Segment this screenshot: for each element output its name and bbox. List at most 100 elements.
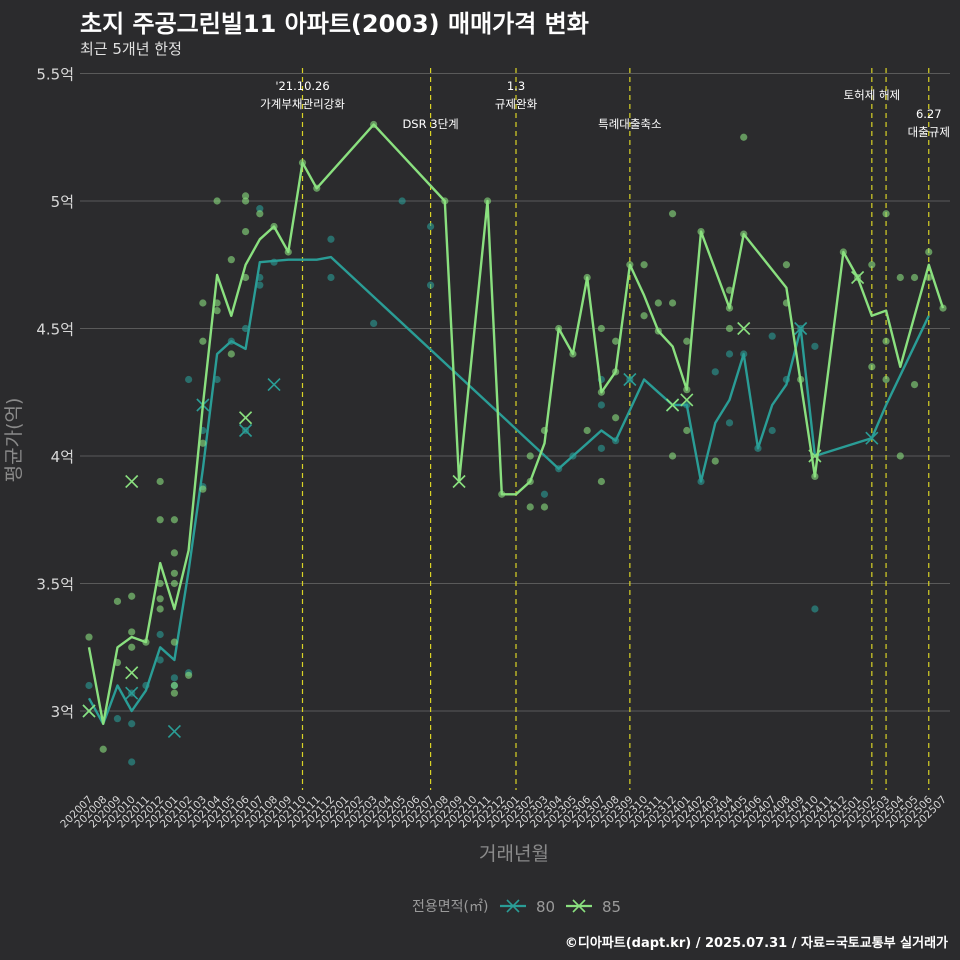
grid-lines — [80, 73, 950, 712]
cross-stroke — [623, 372, 637, 387]
data-point — [170, 569, 178, 577]
data-point — [156, 595, 164, 603]
cross-stroke — [125, 474, 139, 489]
data-point — [128, 592, 136, 600]
data-point — [811, 342, 819, 350]
data-point — [128, 628, 136, 636]
cross-stroke — [125, 666, 139, 680]
legend-label: 85 — [602, 898, 621, 916]
event-label: 가계부채관리강화 — [260, 97, 345, 111]
event-label: DSR 3단계 — [402, 117, 458, 131]
cross-stroke — [167, 724, 181, 738]
cross-point — [865, 431, 879, 445]
y-axis: 3억 3.5억 4억 4.5억 5억 5.5억 — [36, 66, 74, 722]
data-point — [540, 503, 549, 511]
cross-stroke — [737, 321, 751, 336]
y-tick-label: 3억 — [51, 703, 74, 721]
data-point — [256, 210, 264, 218]
cross-point — [125, 666, 139, 680]
cross-point — [239, 411, 253, 425]
legend-label: 80 — [536, 898, 555, 916]
data-point — [711, 368, 719, 376]
data-point — [868, 261, 876, 269]
data-point — [85, 633, 93, 641]
data-point — [156, 656, 164, 664]
data-point — [170, 689, 178, 697]
data-point — [156, 630, 164, 639]
cross-point — [623, 372, 637, 387]
data-point — [427, 281, 435, 289]
data-point — [925, 248, 933, 256]
legend-key-85 — [566, 899, 592, 913]
cross-point — [794, 321, 808, 336]
data-point — [540, 490, 549, 498]
data-point — [256, 281, 264, 289]
data-point — [725, 350, 734, 358]
data-point — [327, 273, 335, 282]
data-point — [612, 414, 620, 422]
data-point — [597, 401, 606, 409]
data-point — [868, 363, 876, 371]
data-point — [156, 579, 164, 588]
cross-stroke — [452, 474, 466, 489]
data-point — [640, 312, 648, 320]
cross-point — [666, 398, 680, 412]
data-point — [725, 286, 734, 294]
data-point — [668, 210, 677, 218]
data-point — [683, 426, 691, 435]
chart-title: 초지 주공그린빌11 아파트(2003) 매매가격 변화 — [80, 10, 589, 38]
event-label: 특례대출축소 — [598, 117, 661, 131]
data-point — [597, 324, 606, 333]
data-point — [597, 477, 606, 486]
cross-stroke — [666, 398, 680, 412]
data-point — [128, 758, 136, 766]
data-point — [85, 681, 93, 690]
cross-stroke — [267, 378, 281, 392]
data-point — [256, 205, 264, 213]
series-80 — [82, 197, 930, 766]
event-label: 6.27 — [916, 107, 942, 121]
data-point — [668, 452, 677, 460]
data-point — [170, 579, 178, 588]
cross-point — [737, 321, 751, 336]
data-point — [170, 516, 178, 524]
cross-point — [167, 724, 181, 738]
data-point — [199, 439, 207, 447]
data-point — [156, 605, 164, 613]
y-tick-label: 5억 — [51, 193, 74, 211]
data-point — [526, 452, 534, 460]
data-point — [170, 674, 178, 682]
series-line — [87, 255, 930, 725]
data-point — [156, 516, 164, 524]
cross-stroke — [239, 411, 253, 425]
data-point — [185, 671, 193, 679]
data-point — [526, 503, 534, 511]
data-point — [213, 197, 221, 205]
y-tick-label: 4억 — [51, 448, 74, 466]
y-tick-label: 3.5억 — [36, 576, 74, 594]
series-line — [87, 123, 945, 725]
chart-subtitle: 최근 5개년 한정 — [80, 40, 182, 58]
cross-stroke — [82, 704, 96, 718]
event-label: 대출규제 — [908, 125, 950, 139]
cross-stroke — [851, 270, 865, 285]
data-point — [99, 745, 107, 753]
legend-cross — [572, 899, 586, 913]
cross-point — [452, 474, 466, 489]
cross-point — [125, 686, 139, 700]
data-point — [241, 197, 250, 205]
data-point — [170, 638, 178, 646]
data-point — [740, 133, 748, 141]
y-tick-label: 4.5억 — [36, 321, 74, 339]
data-point — [583, 426, 591, 435]
data-point — [241, 324, 250, 333]
data-point — [725, 419, 734, 427]
x-axis-label: 거래년월 — [479, 843, 549, 865]
y-axis-label: 평균가(억) — [3, 398, 25, 483]
data-point — [327, 235, 335, 243]
cross-point — [851, 270, 865, 285]
cross-stroke — [239, 423, 253, 438]
legend-key-80 — [500, 899, 526, 913]
